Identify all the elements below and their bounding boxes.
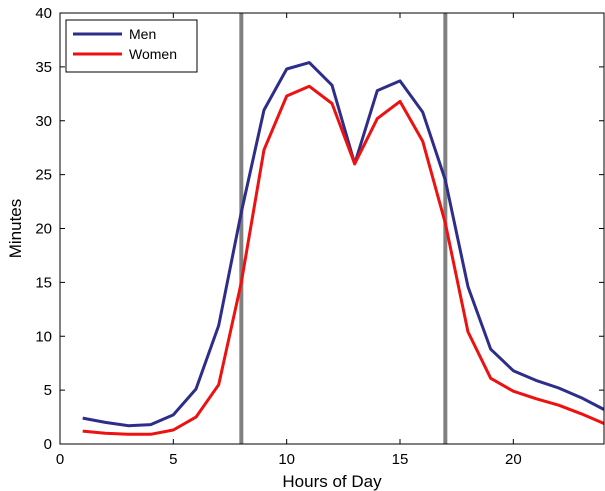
legend-label-women: Women [129,46,177,62]
series-line-women [82,84,604,436]
x-tick-label: 10 [278,451,295,468]
y-axis-label: Minutes [6,199,25,259]
y-tick-label: 40 [35,5,52,22]
y-tick-label: 15 [35,274,52,291]
x-axis-ticks: 0 5 10 15 20 [56,13,522,468]
y-axis-ticks: 0 5 10 15 20 25 30 35 40 [35,5,604,453]
axes-box [59,12,605,445]
y-tick-label: 0 [44,436,52,453]
legend-label-men: Men [129,26,156,42]
legend: Men Women [65,19,198,73]
y-tick-label: 20 [35,221,52,238]
vertical-reference-lines [239,13,448,444]
x-axis-label: Hours of Day [282,472,382,491]
x-tick-label: 5 [169,451,177,468]
series-lines [82,61,604,436]
legend-box [65,19,198,73]
series-line-men [82,61,604,428]
y-tick-label: 25 [35,167,52,184]
y-tick-label: 5 [44,382,52,399]
x-tick-label: 0 [56,451,64,468]
x-tick-label: 15 [392,451,409,468]
x-tick-label: 20 [505,451,522,468]
y-tick-label: 10 [35,328,52,345]
y-tick-label: 30 [35,113,52,130]
y-tick-label: 35 [35,59,52,76]
